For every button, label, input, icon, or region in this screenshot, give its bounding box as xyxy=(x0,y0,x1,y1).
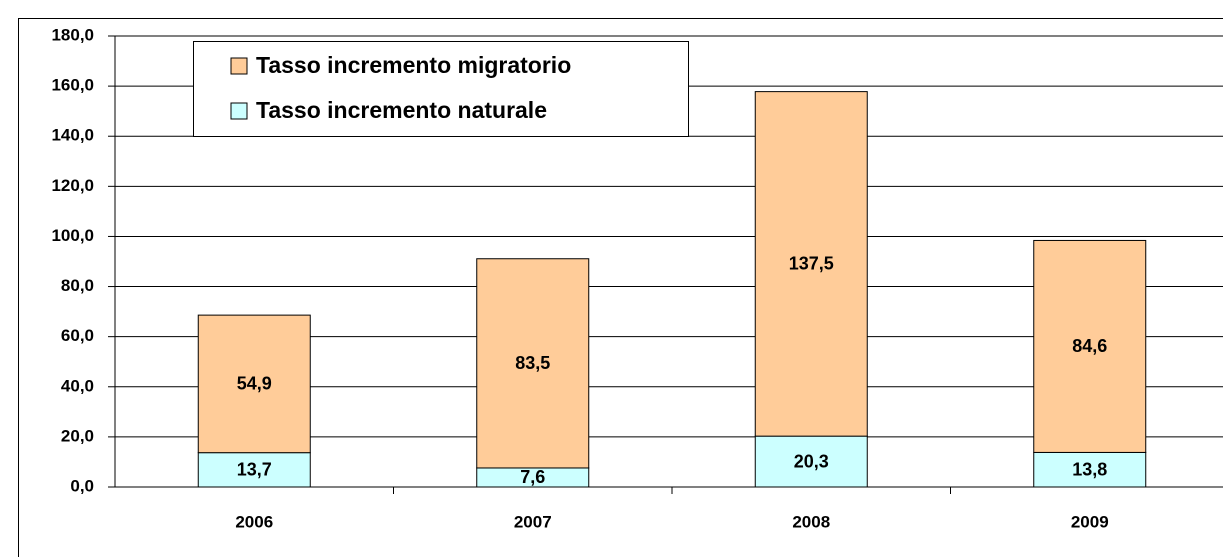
y-tick-label: 120,0 xyxy=(51,176,94,195)
data-label: 84,6 xyxy=(1072,336,1107,356)
y-tick-label: 20,0 xyxy=(61,426,94,445)
bar-segment xyxy=(1033,239,1147,453)
data-label: 54,9 xyxy=(237,374,272,394)
data-label: 83,5 xyxy=(515,353,550,373)
x-tick-label: 2007 xyxy=(514,512,552,531)
data-label: 13,8 xyxy=(1072,459,1107,479)
y-tick-label: 0,0 xyxy=(70,476,94,495)
data-label: 137,5 xyxy=(789,254,834,274)
y-tick-label: 140,0 xyxy=(51,126,94,145)
bar-segment xyxy=(197,452,311,488)
bar-segment xyxy=(754,91,868,437)
y-tick-label: 100,0 xyxy=(51,226,94,245)
data-label: 7,6 xyxy=(520,467,545,487)
bar-segment xyxy=(754,435,868,488)
legend-label: Tasso incremento migratorio xyxy=(256,52,571,78)
x-tick-label: 2009 xyxy=(1071,512,1109,531)
legend-swatch xyxy=(230,57,248,75)
y-tick-label: 60,0 xyxy=(61,326,94,345)
y-tick-label: 80,0 xyxy=(61,276,94,295)
x-tick-label: 2008 xyxy=(792,512,830,531)
legend-label: Tasso incremento naturale xyxy=(256,97,547,123)
y-tick-label: 160,0 xyxy=(51,76,94,95)
y-tick-label: 180,0 xyxy=(51,25,94,44)
bar-segment xyxy=(197,314,311,454)
x-tick-label: 2006 xyxy=(235,512,273,531)
legend-swatch xyxy=(230,102,248,120)
data-label: 13,7 xyxy=(237,460,272,480)
y-tick-label: 40,0 xyxy=(61,376,94,395)
bar-segment xyxy=(476,258,590,469)
legend-box xyxy=(193,41,689,137)
data-label: 20,3 xyxy=(794,451,829,471)
